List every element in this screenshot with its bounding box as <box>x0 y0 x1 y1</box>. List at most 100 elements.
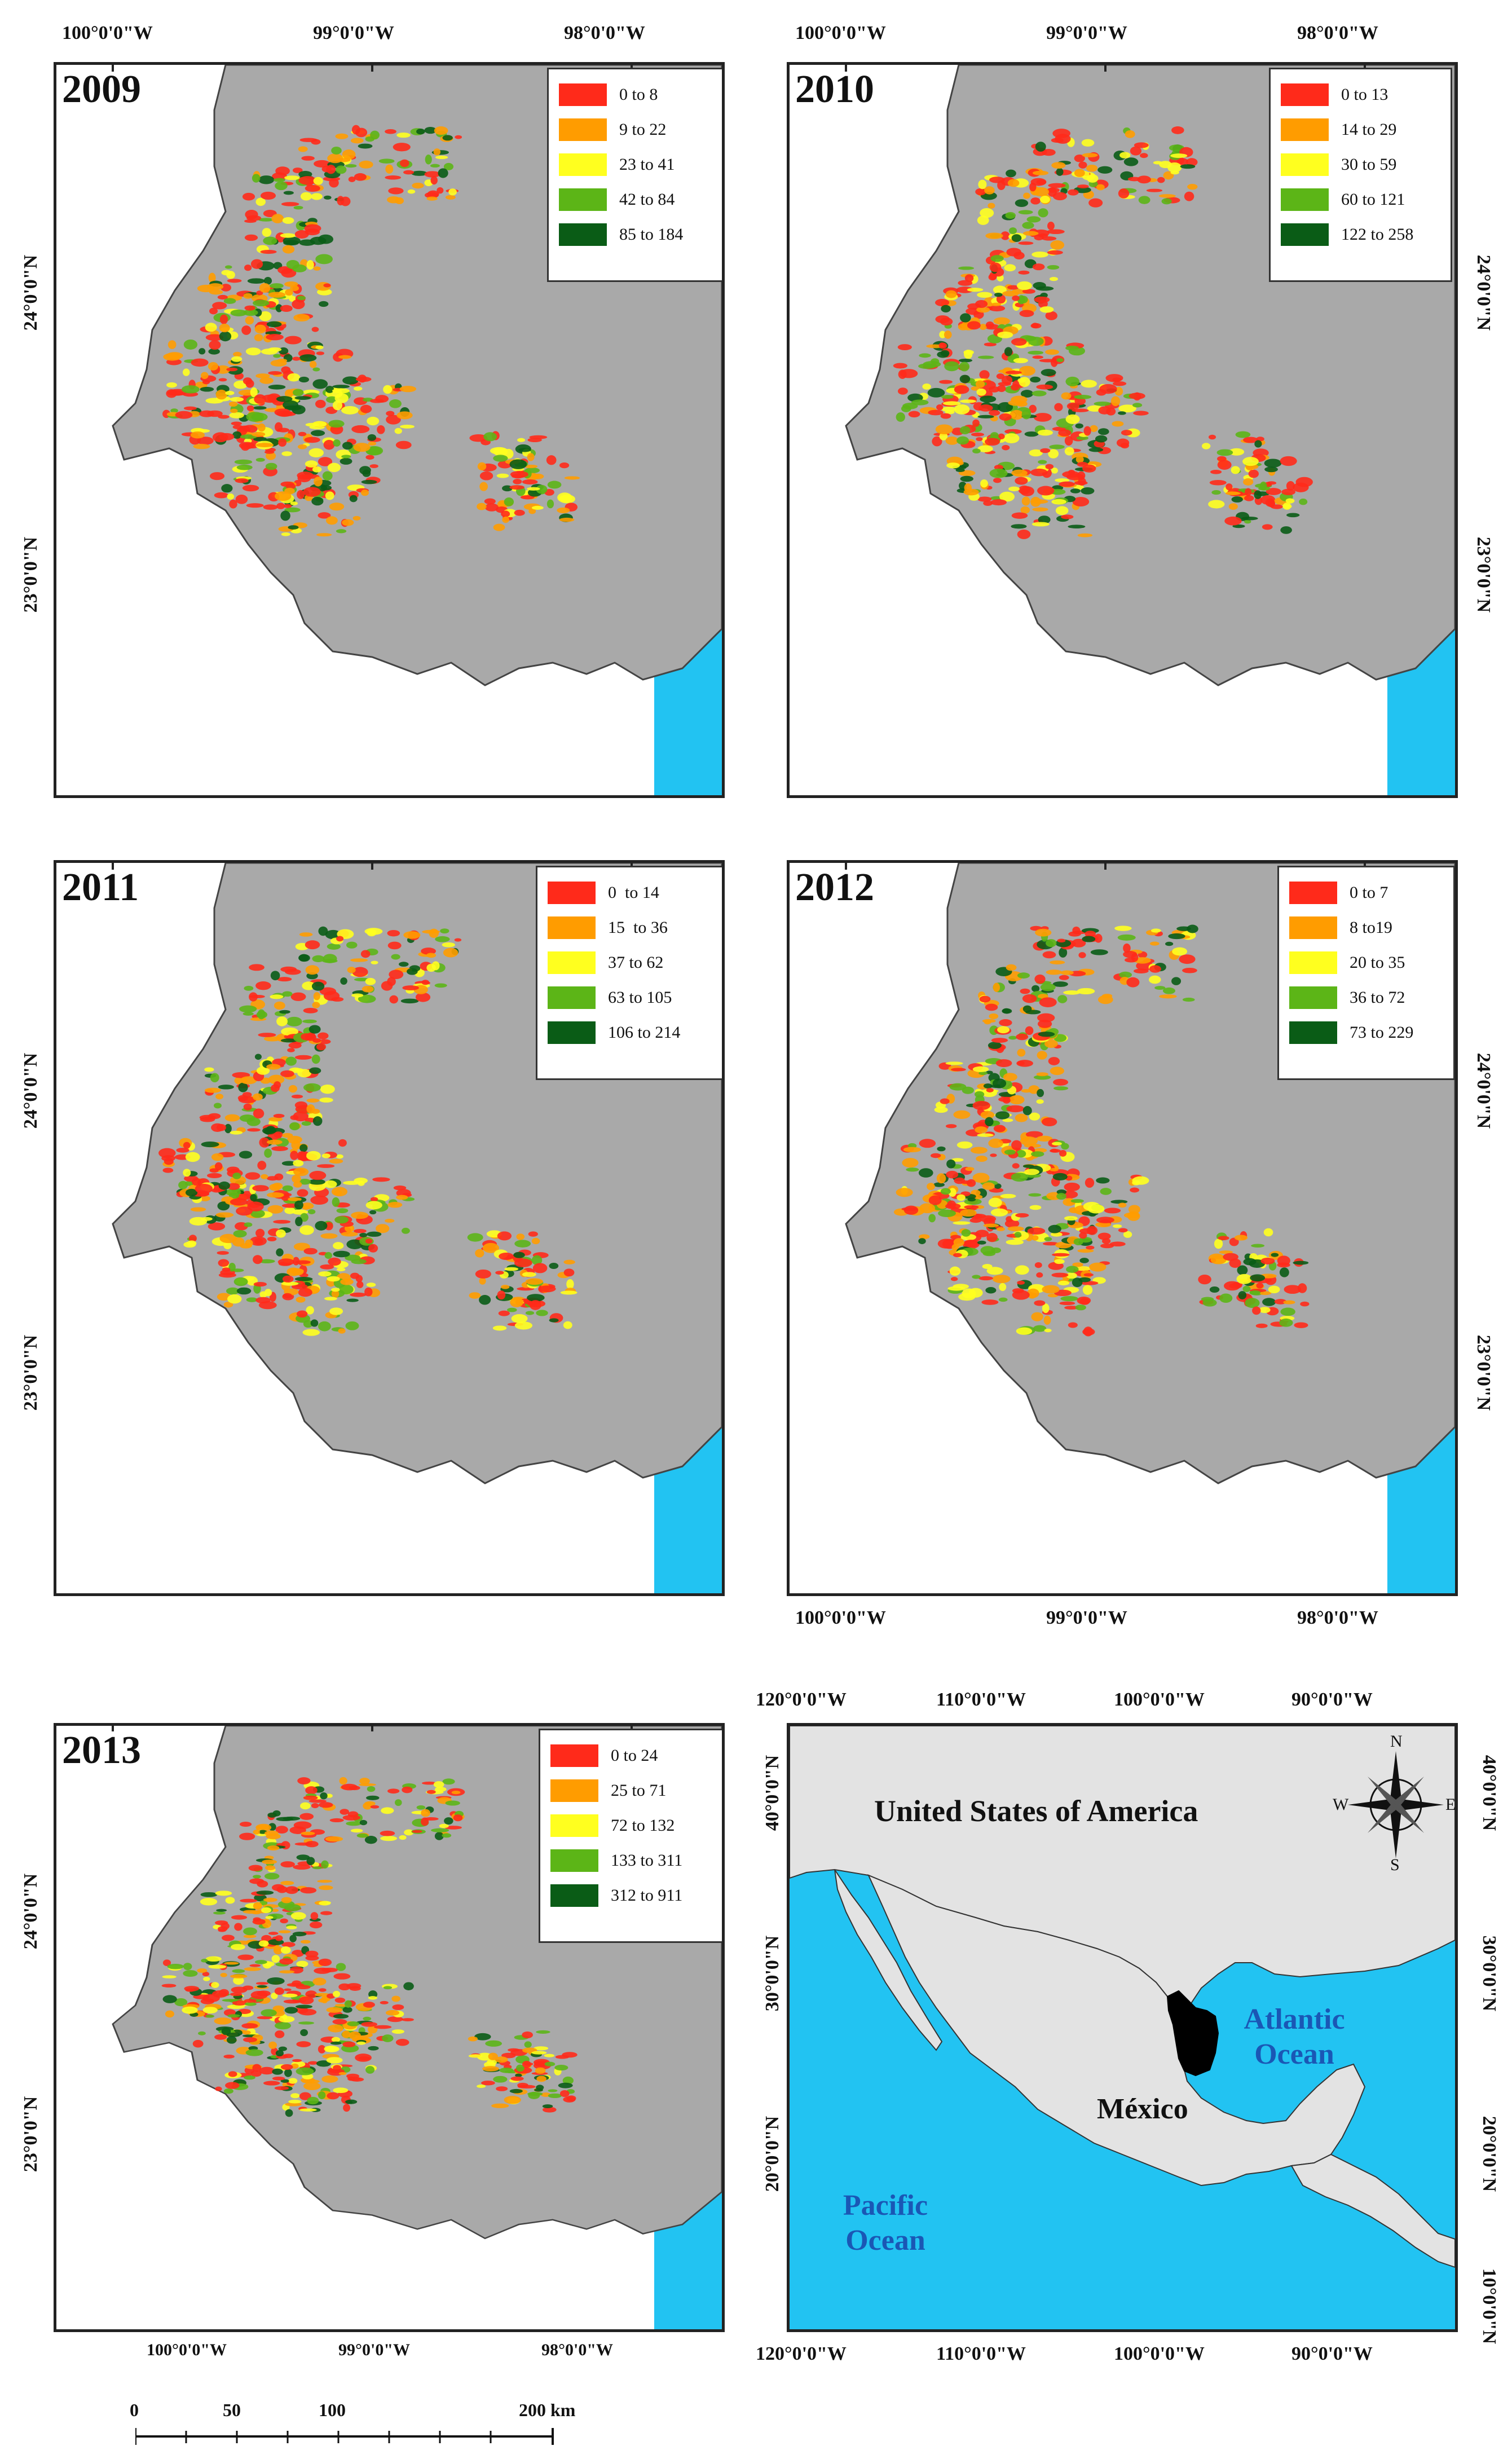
legend-label: 106 to 214 <box>608 1023 681 1042</box>
longitude-label: 100°0'0"W <box>62 23 153 43</box>
longitude-label: 98°0'0"W <box>541 2341 613 2359</box>
habitat-patch <box>527 1294 545 1302</box>
habitat-patch <box>1032 507 1048 512</box>
habitat-patch <box>1036 1135 1053 1142</box>
habitat-patch <box>1015 1113 1028 1122</box>
habitat-patch <box>1295 477 1313 487</box>
habitat-patch <box>346 1298 359 1302</box>
habitat-patch <box>363 2016 372 2021</box>
habitat-patch <box>967 288 984 292</box>
habitat-patch <box>956 1194 966 1201</box>
habitat-patch <box>1248 469 1259 478</box>
legend-swatch <box>1289 986 1337 1009</box>
habitat-patch <box>274 2086 289 2090</box>
habitat-patch <box>422 1781 437 1785</box>
habitat-patch <box>340 1279 354 1285</box>
habitat-patch <box>207 283 224 290</box>
longitude-label: 98°0'0"W <box>1297 23 1378 43</box>
habitat-patch <box>188 1235 197 1242</box>
habitat-patch <box>328 1257 341 1266</box>
habitat-patch <box>488 2052 498 2060</box>
habitat-patch <box>945 437 959 445</box>
habitat-patch <box>1044 1237 1052 1241</box>
habitat-patch <box>1064 1306 1079 1310</box>
habitat-patch <box>941 305 951 312</box>
habitat-patch <box>232 1969 245 1973</box>
habitat-patch <box>963 350 974 355</box>
habitat-patch <box>1198 1274 1211 1285</box>
habitat-patch <box>1045 464 1054 469</box>
habitat-patch <box>261 2009 277 2017</box>
habitat-patch <box>271 214 284 223</box>
habitat-patch <box>1104 1208 1121 1214</box>
habitat-patch <box>211 1982 219 1988</box>
latitude-label: 24°0'0"N <box>20 1873 41 1950</box>
habitat-patch <box>274 178 285 182</box>
habitat-patch <box>1024 1169 1039 1175</box>
habitat-patch <box>349 2031 361 2040</box>
habitat-patch <box>1043 1315 1051 1325</box>
habitat-patch <box>268 1117 283 1122</box>
habitat-patch <box>531 1237 540 1245</box>
habitat-patch <box>983 1083 993 1089</box>
habitat-patch <box>975 380 985 388</box>
habitat-patch <box>365 2066 375 2074</box>
habitat-patch <box>964 1205 979 1209</box>
habitat-patch <box>301 1121 311 1126</box>
habitat-patch <box>1281 488 1295 496</box>
habitat-patch <box>980 1110 995 1119</box>
habitat-patch <box>252 1093 263 1101</box>
habitat-patch <box>226 1287 240 1295</box>
habitat-patch <box>368 1244 378 1253</box>
habitat-patch <box>320 1084 335 1094</box>
habitat-patch <box>283 1293 292 1298</box>
habitat-patch <box>1016 400 1028 407</box>
habitat-patch <box>514 1321 533 1330</box>
habitat-patch <box>525 1311 535 1315</box>
habitat-patch <box>563 1259 575 1264</box>
habitat-patch <box>939 432 948 440</box>
habitat-patch <box>1075 423 1083 429</box>
habitat-patch <box>906 1167 919 1172</box>
habitat-patch <box>334 1997 346 2003</box>
habitat-patch <box>342 519 354 526</box>
habitat-patch <box>993 1125 1006 1132</box>
habitat-patch <box>300 1940 311 1944</box>
habitat-patch <box>339 1777 347 1785</box>
habitat-patch <box>329 1307 343 1315</box>
habitat-patch <box>445 1800 460 1806</box>
habitat-patch <box>276 1886 288 1893</box>
habitat-patch <box>299 1178 311 1185</box>
longitude-label: 98°0'0"W <box>1297 1607 1378 1628</box>
habitat-patch <box>993 317 1010 325</box>
habitat-patch <box>918 363 936 369</box>
habitat-patch <box>275 1826 288 1834</box>
habitat-patch <box>988 1197 1002 1208</box>
habitat-patch <box>351 1211 369 1219</box>
habitat-patch <box>507 1307 517 1312</box>
habitat-patch <box>365 977 376 985</box>
habitat-patch <box>336 1963 346 1971</box>
habitat-patch <box>209 307 218 315</box>
habitat-patch <box>1011 338 1027 346</box>
habitat-patch <box>1035 286 1054 291</box>
habitat-patch <box>298 1288 312 1297</box>
habitat-patch <box>1254 490 1262 499</box>
habitat-patch <box>1049 444 1065 450</box>
habitat-patch <box>201 1959 208 1963</box>
habitat-patch <box>1031 1312 1043 1321</box>
habitat-patch <box>985 1117 994 1126</box>
habitat-patch <box>310 1921 323 1929</box>
habitat-patch <box>333 439 341 447</box>
habitat-patch <box>254 1238 263 1245</box>
habitat-patch <box>403 170 415 175</box>
habitat-patch <box>312 1002 320 1008</box>
habitat-patch <box>1006 1105 1025 1113</box>
habitat-patch <box>1182 997 1195 1002</box>
habitat-patch <box>509 459 527 469</box>
habitat-patch <box>1051 1253 1070 1257</box>
habitat-patch <box>997 331 1013 338</box>
habitat-patch <box>1255 1323 1268 1328</box>
habitat-patch <box>306 1151 321 1161</box>
habitat-patch <box>930 1153 941 1158</box>
